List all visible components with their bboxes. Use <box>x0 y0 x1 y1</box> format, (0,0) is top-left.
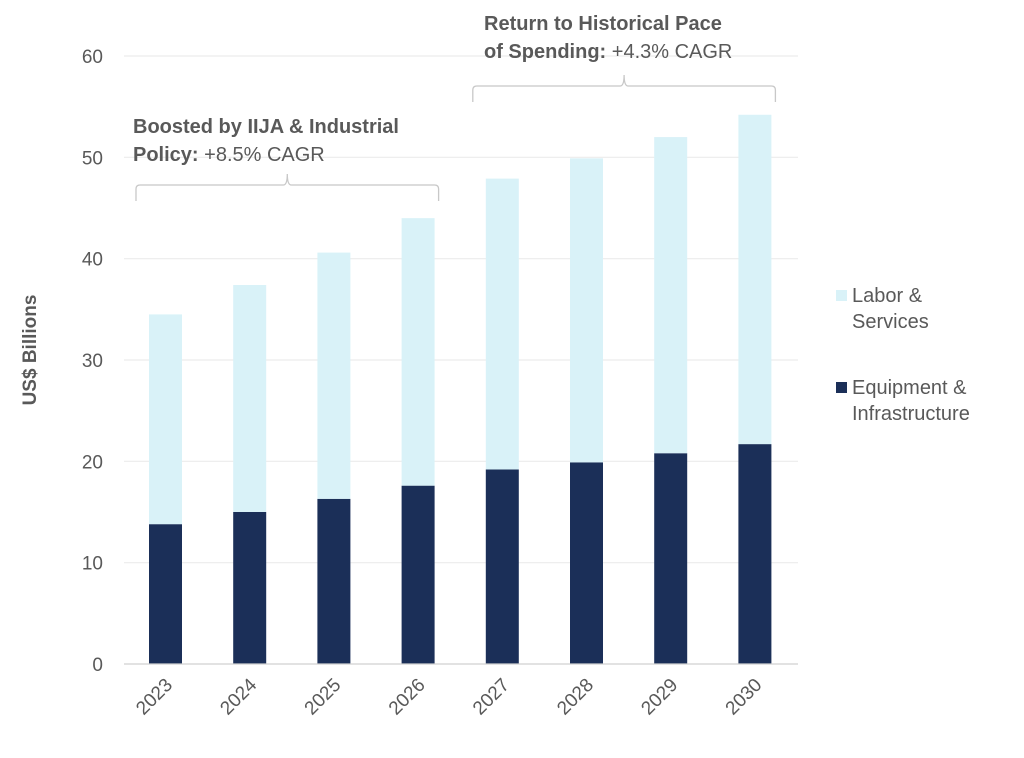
annotation-historical-bold: of Spending: <box>484 41 606 63</box>
bar-equipment-infrastructure-2024 <box>233 512 267 664</box>
y-axis-label: US$ Billions <box>20 295 41 406</box>
legend-label-equipment-line2: Infrastructure <box>852 403 970 425</box>
x-tick-label: 2026 <box>385 675 430 720</box>
bar-labor-services-2024 <box>233 285 267 512</box>
y-tick-label: 50 <box>82 148 103 169</box>
annotation-iija: Boosted by IIJA & Industrial Policy: +8.… <box>133 116 440 201</box>
y-tick-label: 60 <box>82 47 103 68</box>
x-tick-label: 2030 <box>722 675 767 720</box>
annotation-historical-line1: Return to Historical Pace <box>484 13 722 35</box>
legend-swatch-labor-services <box>836 290 847 301</box>
bar-labor-services-2027 <box>485 178 519 470</box>
legend-item-equipment-infrastructure: Equipment & Infrastructure <box>836 377 970 425</box>
legend-label-labor-line1: Labor & <box>852 285 923 307</box>
legend-swatch-equipment-infrastructure <box>836 382 847 393</box>
annotation-iija-line1: Boosted by IIJA & Industrial <box>133 116 399 138</box>
x-tick-label: 2024 <box>216 674 261 719</box>
bar-equipment-infrastructure-2023 <box>149 524 182 664</box>
bar-labor-services-2028 <box>570 158 603 463</box>
annotation-historical-line2: of Spending: +4.3% CAGR <box>484 41 732 63</box>
x-tick-label: 2025 <box>301 675 346 720</box>
bar-equipment-infrastructure-2030 <box>738 444 772 664</box>
annotation-iija-cagr: +8.5% CAGR <box>199 144 325 166</box>
bar-equipment-infrastructure-2029 <box>654 453 688 664</box>
y-tick-label: 20 <box>82 452 103 473</box>
legend-item-labor-services: Labor & Services <box>836 285 929 333</box>
legend: Labor & Services Equipment & Infrastruct… <box>836 285 970 425</box>
x-axis-ticks: 2023 2024 2025 2026 2027 2028 2029 2030 <box>132 674 766 719</box>
bar-labor-services-2026 <box>401 218 435 486</box>
legend-label-labor-line2: Services <box>852 311 929 333</box>
annotation-historical-pace: Return to Historical Pace of Spending: +… <box>472 13 777 102</box>
y-tick-label: 10 <box>82 554 103 575</box>
legend-label-equipment-line1: Equipment & <box>852 377 967 399</box>
y-tick-label: 40 <box>82 250 103 271</box>
x-tick-label: 2027 <box>469 675 514 720</box>
annotation-historical-cagr: +4.3% CAGR <box>606 41 732 63</box>
bar-equipment-infrastructure-2025 <box>317 498 351 664</box>
annotation-iija-bold: Policy: <box>133 144 199 166</box>
x-tick-label: 2028 <box>553 675 598 720</box>
y-tick-label: 30 <box>82 351 103 372</box>
bar-labor-services-2025 <box>317 252 351 499</box>
y-axis-ticks: 0 10 20 30 40 50 60 <box>82 47 103 676</box>
annotation-iija-line2: Policy: +8.5% CAGR <box>133 144 325 166</box>
bar-equipment-infrastructure-2028 <box>570 462 603 664</box>
annotation-iija-brace <box>135 173 440 201</box>
bar-equipment-infrastructure-2026 <box>401 485 435 664</box>
bar-equipment-infrastructure-2027 <box>485 469 519 664</box>
bars <box>149 114 772 664</box>
bar-labor-services-2023 <box>149 314 182 525</box>
y-tick-label: 0 <box>92 655 103 676</box>
annotation-historical-brace <box>472 74 777 102</box>
bar-labor-services-2030 <box>738 114 772 445</box>
x-tick-label: 2023 <box>132 675 177 720</box>
bar-labor-services-2029 <box>654 137 688 454</box>
x-tick-label: 2029 <box>637 675 682 720</box>
